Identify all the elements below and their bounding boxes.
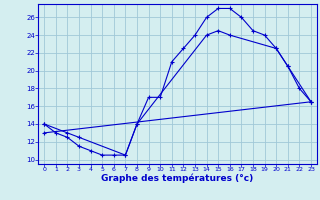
X-axis label: Graphe des températures (°c): Graphe des températures (°c) bbox=[101, 174, 254, 183]
